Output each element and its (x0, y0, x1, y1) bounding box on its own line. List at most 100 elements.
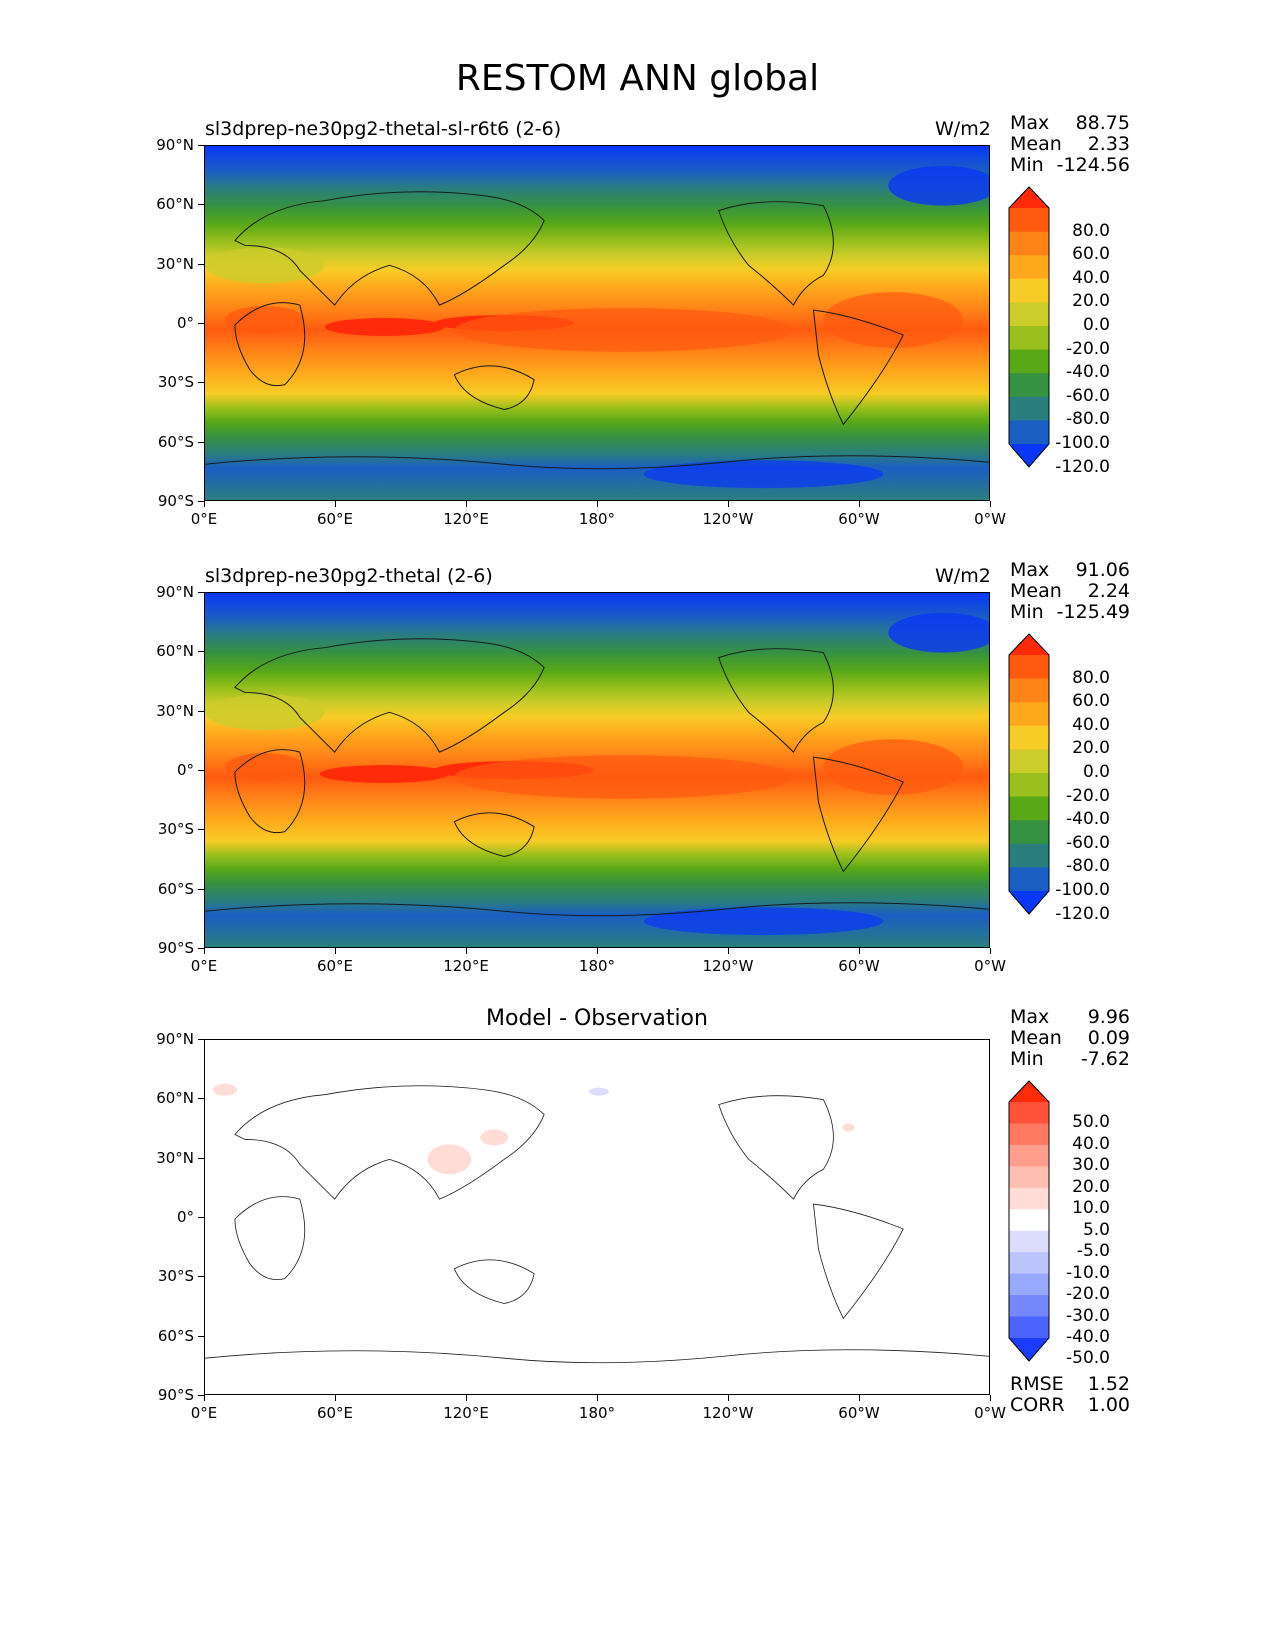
max-value: 91.06 (1075, 559, 1130, 581)
map-plot (204, 1039, 990, 1395)
lon-tick-mark (728, 948, 729, 954)
lon-tick-mark (335, 1395, 336, 1401)
lon-tick-label: 60°W (838, 1404, 880, 1422)
lat-tick-mark (198, 204, 204, 206)
lat-tick-label: 0° (176, 1208, 194, 1226)
colorbar-tick-label: -10.0 (1066, 1262, 1110, 1283)
lat-tick-label: 0° (176, 314, 194, 332)
lon-tick-label: 0°E (190, 1404, 218, 1422)
colorbar-segment (1009, 420, 1049, 445)
field-map (205, 146, 989, 500)
lon-tick-label: 0°W (974, 1404, 1006, 1422)
lon-tick-label: 120°E (443, 1404, 489, 1422)
colorbar-segment (1009, 396, 1049, 421)
colorbar-segment (1009, 1230, 1049, 1253)
colorbar-tick-label: 0.0 (1082, 762, 1110, 782)
lon-tick-label: 0°E (190, 510, 218, 528)
colorbar-tick-label: 40.0 (1072, 1133, 1110, 1154)
colorbar-extend-min (1009, 891, 1049, 914)
colorbar-extend-min (1009, 444, 1049, 467)
lat-tick-mark (198, 888, 204, 890)
colorbar-segment (1009, 1144, 1049, 1167)
lat-tick-mark (198, 501, 204, 502)
lon-tick-mark (335, 948, 336, 954)
max-value: 9.96 (1087, 1006, 1130, 1028)
colorbar-segment (1009, 208, 1049, 233)
colorbar-extend-max (1009, 634, 1049, 655)
colorbar-segment (1009, 302, 1049, 327)
lat-tick-label: 30°N (156, 254, 194, 273)
lon-tick-mark (597, 1395, 598, 1401)
colorbar-tick-label: -20.0 (1066, 785, 1110, 806)
colorbar-segment (1009, 820, 1049, 845)
lat-tick-label: 30°S (157, 820, 194, 839)
min-label: Min (1010, 1048, 1044, 1070)
colorbar-segment (1009, 373, 1049, 398)
colorbar-tick-label: 20.0 (1072, 1176, 1110, 1197)
colorbar-segment (1009, 1102, 1049, 1124)
colorbar-tick-label: 20.0 (1072, 291, 1110, 312)
lon-tick-mark (859, 501, 860, 507)
lon-tick-mark (466, 948, 467, 954)
max-label: Max (1010, 559, 1050, 581)
colorbar-segment (1009, 678, 1049, 703)
colorbar-tick-label: 50.0 (1072, 1112, 1110, 1133)
panel-title: sl3dprep-ne30pg2-thetal (2-6) (205, 565, 493, 587)
colorbar-outline (1008, 633, 1050, 915)
colorbar-segment (1009, 1295, 1049, 1318)
min-value: -125.49 (1056, 601, 1130, 623)
lat-tick-label: 60°S (157, 879, 194, 898)
mean-label: Mean (1010, 580, 1062, 602)
lon-tick-mark (990, 501, 991, 507)
colorbar-extend-max (1009, 1081, 1049, 1102)
figure-title: RESTOM ANN global (455, 58, 820, 99)
min-value: -7.62 (1080, 1048, 1130, 1070)
colorbar-tick-label: -40.0 (1066, 809, 1110, 830)
colorbar-field-2 (1008, 633, 1050, 915)
colorbar-tick-label: 10.0 (1072, 1198, 1110, 1219)
colorbar-tick-label: -100.0 (1055, 433, 1110, 453)
lat-tick-mark (198, 770, 204, 771)
units-label: W/m2 (935, 565, 991, 587)
colorbar-segment (1009, 749, 1049, 774)
lat-tick-mark (198, 1098, 204, 1100)
lon-tick-mark (859, 1395, 860, 1401)
lat-tick-mark (198, 829, 204, 831)
colorbar-outline (1008, 186, 1050, 468)
lat-tick-label: 0° (176, 761, 194, 779)
colorbar-tick-label: -50.0 (1066, 1348, 1110, 1369)
colorbar-tick-label: -5.0 (1076, 1241, 1110, 1262)
colorbar-segment (1009, 1123, 1049, 1146)
colorbar-difference (1008, 1080, 1050, 1362)
min-value: -124.56 (1056, 154, 1130, 176)
lon-tick-label: 120°W (702, 957, 754, 975)
colorbar-segment (1009, 843, 1049, 868)
lat-tick-label: 90°N (156, 1030, 194, 1048)
lon-tick-mark (728, 1395, 729, 1401)
lat-tick-mark (198, 1217, 204, 1218)
panel-title: Model - Observation (486, 1006, 708, 1031)
colorbar-segment (1009, 655, 1049, 680)
colorbar-segment (1009, 255, 1049, 280)
lat-tick-label: 60°S (157, 432, 194, 451)
max-value: 88.75 (1075, 112, 1130, 134)
lat-tick-mark (198, 592, 204, 593)
panel-title: sl3dprep-ne30pg2-thetal-sl-r6t6 (2-6) (205, 118, 562, 140)
lat-tick-label: 60°N (156, 1089, 194, 1108)
lat-tick-mark (198, 145, 204, 146)
lat-tick-label: 90°N (156, 583, 194, 601)
colorbar-segment (1009, 1316, 1049, 1339)
lon-tick-mark (204, 1395, 205, 1401)
colorbar-segment (1009, 1187, 1049, 1210)
lon-tick-label: 120°W (702, 1404, 754, 1422)
lon-tick-label: 60°E (316, 1404, 354, 1422)
corr-label: CORR (1010, 1394, 1065, 1416)
lon-tick-mark (597, 501, 598, 507)
colorbar-tick-label: -120.0 (1055, 903, 1110, 924)
lat-tick-label: 30°N (156, 701, 194, 720)
colorbar-tick-label: 80.0 (1072, 667, 1110, 688)
colorbar-extend-min (1009, 1338, 1049, 1361)
lon-tick-label: 120°E (443, 957, 489, 975)
colorbar-tick-label: 0.0 (1082, 315, 1110, 335)
colorbar-segment (1009, 1209, 1049, 1232)
